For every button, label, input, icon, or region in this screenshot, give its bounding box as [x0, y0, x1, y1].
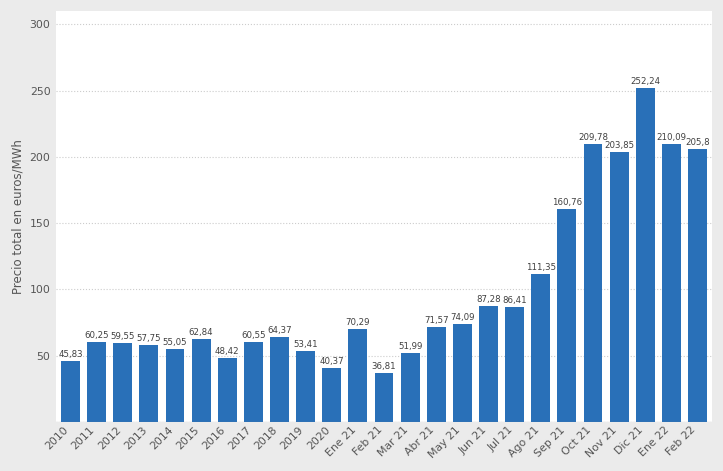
Bar — [453, 324, 472, 422]
Bar — [688, 149, 707, 422]
Text: 60,25: 60,25 — [85, 331, 109, 340]
Bar — [322, 368, 341, 422]
Bar — [662, 144, 681, 422]
Text: 64,37: 64,37 — [268, 325, 292, 334]
Text: 40,37: 40,37 — [320, 357, 344, 366]
Text: 60,55: 60,55 — [241, 331, 265, 340]
Bar — [270, 337, 289, 422]
Text: 59,55: 59,55 — [111, 332, 135, 341]
Bar — [140, 345, 158, 422]
Bar — [61, 361, 80, 422]
Bar — [296, 351, 315, 422]
Bar — [557, 209, 576, 422]
Text: 51,99: 51,99 — [398, 342, 422, 351]
Text: 71,57: 71,57 — [424, 316, 448, 325]
Bar — [375, 373, 393, 422]
Bar — [505, 308, 524, 422]
Text: 252,24: 252,24 — [630, 77, 660, 86]
Bar — [192, 339, 210, 422]
Text: 203,85: 203,85 — [604, 141, 634, 150]
Bar — [531, 275, 550, 422]
Y-axis label: Precio total en euros/MWh: Precio total en euros/MWh — [11, 139, 24, 294]
Bar — [609, 152, 628, 422]
Text: 70,29: 70,29 — [346, 318, 370, 327]
Bar — [427, 327, 445, 422]
Bar — [636, 88, 654, 422]
Bar — [479, 306, 498, 422]
Text: 57,75: 57,75 — [137, 334, 161, 343]
Text: 55,05: 55,05 — [163, 338, 187, 347]
Bar — [87, 342, 106, 422]
Text: 111,35: 111,35 — [526, 263, 556, 272]
Text: 209,78: 209,78 — [578, 133, 608, 142]
Bar — [218, 358, 236, 422]
Bar — [583, 144, 602, 422]
Text: 210,09: 210,09 — [656, 132, 686, 141]
Text: 87,28: 87,28 — [476, 295, 501, 304]
Text: 36,81: 36,81 — [372, 362, 396, 371]
Bar — [348, 329, 367, 422]
Bar — [114, 343, 132, 422]
Text: 74,09: 74,09 — [450, 313, 474, 322]
Text: 48,42: 48,42 — [215, 347, 239, 356]
Text: 62,84: 62,84 — [189, 328, 213, 337]
Text: 205,8: 205,8 — [685, 138, 710, 147]
Text: 86,41: 86,41 — [502, 296, 527, 305]
Text: 53,41: 53,41 — [294, 340, 318, 349]
Bar — [244, 341, 262, 422]
Text: 45,83: 45,83 — [58, 350, 82, 359]
Bar — [401, 353, 419, 422]
Text: 160,76: 160,76 — [552, 198, 582, 207]
Bar — [166, 349, 184, 422]
